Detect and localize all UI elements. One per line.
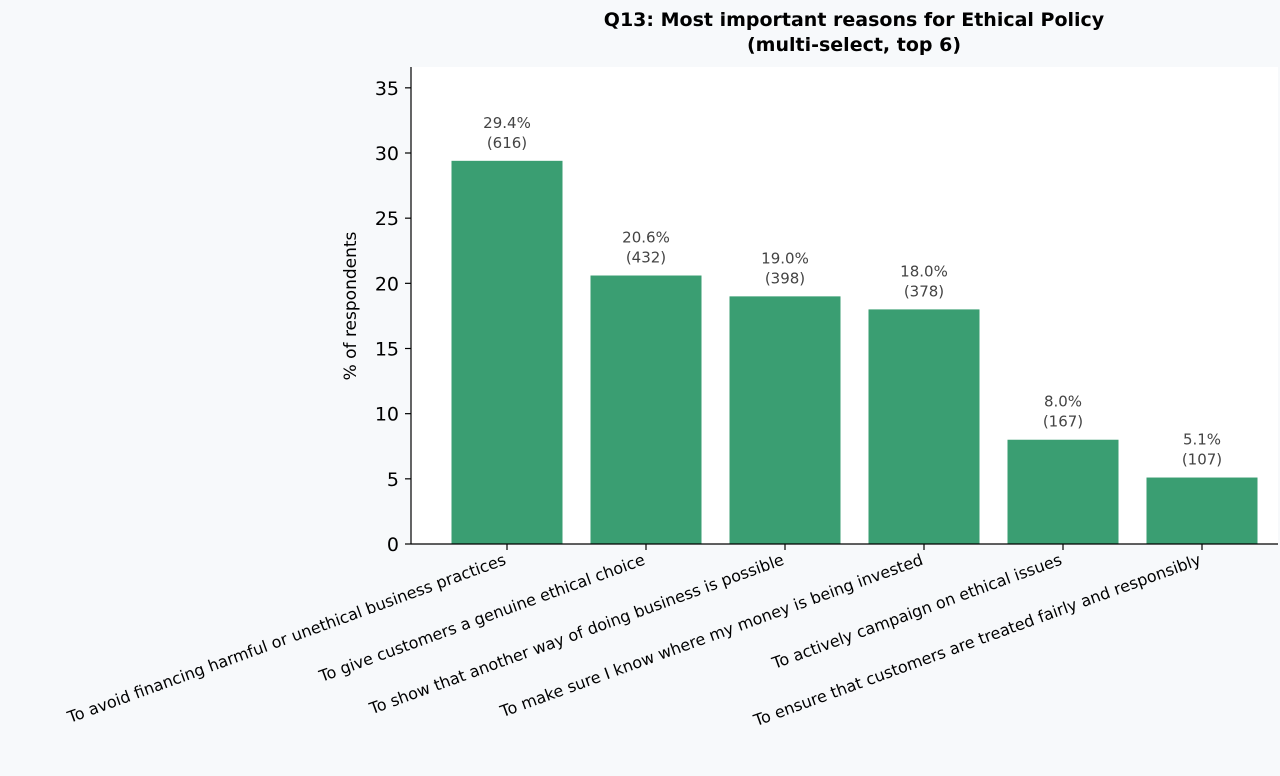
data-label-count: (616) <box>487 134 527 152</box>
data-label-percent: 5.1% <box>1183 431 1221 449</box>
bar <box>868 309 980 544</box>
y-tick-label: 35 <box>375 78 399 100</box>
data-label-count: (378) <box>904 282 944 300</box>
y-tick-label: 30 <box>375 143 399 165</box>
data-label-percent: 20.6% <box>622 229 670 247</box>
y-tick-label: 20 <box>375 273 399 295</box>
chart-title-line-2: (multi-select, top 6) <box>747 34 961 56</box>
data-label-count: (432) <box>626 249 666 267</box>
y-tick-label: 15 <box>375 339 399 361</box>
bar <box>729 296 841 544</box>
data-label-count: (398) <box>765 269 805 287</box>
bar <box>590 275 702 544</box>
data-label-percent: 29.4% <box>483 114 531 132</box>
y-tick-label: 5 <box>387 469 399 491</box>
y-tick-label: 10 <box>375 404 399 426</box>
chart-title-line-1: Q13: Most important reasons for Ethical … <box>604 9 1105 31</box>
data-label-count: (107) <box>1182 451 1222 469</box>
data-label-percent: 19.0% <box>761 249 809 267</box>
y-tick-label: 0 <box>387 534 399 556</box>
data-label-percent: 18.0% <box>900 262 948 280</box>
bar <box>451 160 563 544</box>
bar <box>1146 477 1258 544</box>
y-tick-label: 25 <box>375 208 399 230</box>
data-label-percent: 8.0% <box>1044 393 1082 411</box>
y-axis-label: % of respondents <box>341 231 361 380</box>
data-label-count: (167) <box>1043 413 1083 431</box>
bar <box>1007 439 1119 544</box>
